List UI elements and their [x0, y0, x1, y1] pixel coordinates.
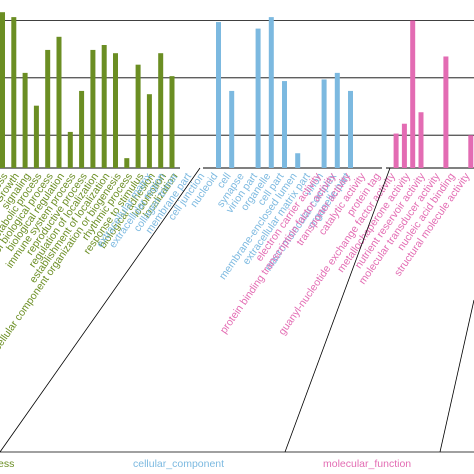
bar: [146, 94, 152, 168]
bar: [418, 112, 424, 168]
bar: [33, 105, 39, 168]
bar: [0, 12, 5, 169]
bar: [229, 90, 235, 168]
legend-entry: ess: [0, 458, 14, 470]
bar: [101, 45, 107, 168]
legend-entry: cellular_component: [133, 458, 224, 470]
bar: [169, 76, 175, 168]
panel-separator: [439, 299, 474, 453]
bar: [79, 90, 85, 168]
bar: [11, 17, 17, 169]
bar: [393, 133, 399, 168]
legend-entry: molecular_function: [323, 458, 411, 470]
bar: [268, 17, 274, 169]
bar: [348, 90, 353, 168]
bar: [334, 72, 340, 168]
bar: [135, 64, 141, 168]
bar: [321, 79, 327, 168]
bar: [255, 28, 261, 168]
bar: [45, 49, 51, 168]
bar: [22, 72, 28, 168]
bar: [216, 22, 221, 168]
bar: [295, 153, 301, 168]
bar: [56, 36, 62, 168]
bar: [443, 56, 449, 169]
panel-separator: [284, 167, 391, 453]
bar: [468, 135, 474, 168]
bar: [90, 49, 96, 168]
bar: [67, 131, 73, 168]
bar: [113, 53, 118, 169]
panel-separator: [0, 167, 201, 453]
bar: [410, 20, 416, 169]
bar: [282, 81, 287, 168]
bar: [124, 158, 130, 168]
bar: [401, 123, 407, 168]
bar: [158, 53, 164, 169]
